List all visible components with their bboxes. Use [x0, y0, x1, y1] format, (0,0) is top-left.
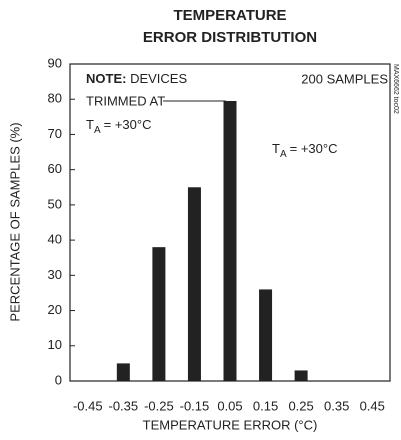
- bar: [294, 370, 308, 381]
- annotation: 200 SAMPLES: [301, 71, 388, 86]
- y-tick-label: 50: [48, 196, 62, 211]
- note-text: DEVICES: [130, 71, 187, 86]
- x-tick-label: 0.35: [324, 398, 349, 413]
- x-tick-label: 0.25: [288, 398, 313, 413]
- x-tick-label: -0.45: [73, 398, 103, 413]
- x-tick-label: -0.25: [144, 398, 174, 413]
- cond-sub: A: [94, 125, 101, 136]
- annotation: TA = +30°C: [86, 117, 151, 135]
- chart-title: TEMPERATURE: [173, 7, 286, 24]
- bar: [259, 289, 273, 381]
- bar: [116, 363, 130, 381]
- x-tick-label: 0.05: [217, 398, 242, 413]
- y-tick-label: 70: [48, 126, 62, 141]
- bar: [223, 100, 237, 381]
- y-tick-label: 60: [48, 161, 62, 176]
- x-axis-label: TEMPERATURE ERROR (°C): [143, 417, 318, 432]
- y-tick-label: 0: [55, 372, 62, 387]
- annotation: TA = +30°C: [272, 141, 337, 159]
- y-tick-label: 40: [48, 232, 62, 247]
- y-tick-label: 90: [48, 55, 62, 70]
- chart-title: ERROR DISTRIBTUTION: [143, 29, 317, 46]
- annotation: TRIMMED AT: [86, 93, 165, 108]
- cond-symbol: T: [272, 141, 280, 156]
- annotation: NOTE: DEVICES: [86, 71, 187, 86]
- note-label: NOTE:: [86, 71, 126, 86]
- x-tick-label: -0.15: [180, 398, 210, 413]
- x-tick-label: 0.45: [360, 398, 385, 413]
- cond-symbol: T: [86, 117, 94, 132]
- bar: [152, 247, 166, 381]
- x-tick-label: 0.15: [253, 398, 278, 413]
- y-tick-label: 80: [48, 91, 62, 106]
- figure-id: MAX6662 toc02: [392, 64, 399, 114]
- x-tick-label: -0.35: [109, 398, 139, 413]
- bar: [187, 187, 201, 381]
- cond-value: = +30°C: [104, 117, 152, 132]
- y-axis-label: PERCENTAGE OF SAMPLES (%): [7, 122, 22, 321]
- cond-sub: A: [280, 149, 287, 160]
- y-tick-label: 10: [48, 337, 62, 352]
- y-tick-label: 30: [48, 267, 62, 282]
- y-tick-label: 20: [48, 302, 62, 317]
- cond-value: = +30°C: [290, 141, 338, 156]
